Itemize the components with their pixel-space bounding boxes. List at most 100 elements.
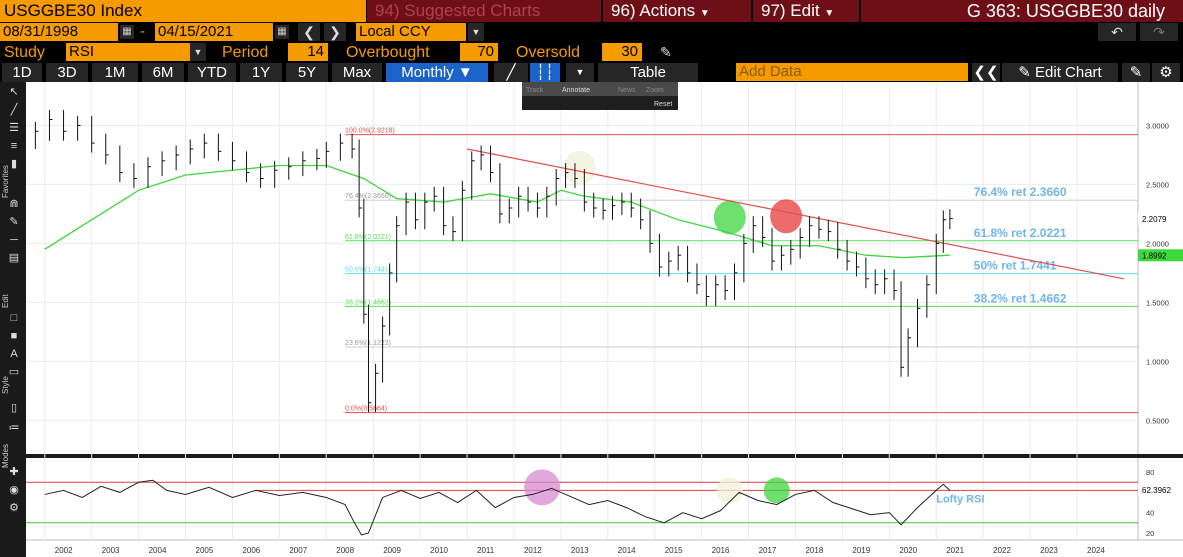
x-tick-label: 2024	[1087, 546, 1105, 555]
x-tick-label: 2008	[336, 546, 354, 555]
calendar-icon[interactable]: ▦	[275, 25, 289, 39]
study-bar: Study RSI ▼ Period 14 Overbought 70 Over…	[0, 43, 1183, 62]
start-date-input[interactable]: 08/31/1998	[0, 23, 118, 41]
currency-dropdown-icon[interactable]: ▼	[468, 23, 484, 41]
style-icon[interactable]: ≔	[8, 422, 20, 434]
series-layer: Lofty RSI	[34, 110, 1125, 536]
horizontal-line-icon[interactable]: ─	[10, 234, 18, 246]
rsi-annotation: Lofty RSI	[936, 494, 984, 506]
rsi-panel	[26, 458, 1183, 540]
track-button[interactable]: Track	[526, 87, 544, 94]
pencil-icon: ✎	[1018, 64, 1031, 81]
rsi-tick-label: 80	[1146, 468, 1154, 477]
x-tick-label: 2004	[149, 546, 167, 555]
edit-menu[interactable]: 97) Edit ▼	[753, 0, 859, 22]
cursor-icon[interactable]: ↖	[9, 86, 19, 98]
modes-label: Modes	[1, 443, 10, 468]
tab-max[interactable]: Max	[332, 63, 382, 82]
end-date-input[interactable]: 04/15/2021	[155, 23, 273, 41]
moving-average-line	[44, 164, 950, 259]
study-select[interactable]: RSI	[66, 43, 192, 61]
collapse-icon[interactable]: ❮❮	[972, 63, 1000, 82]
edit-chart-label: Edit Chart	[1035, 64, 1102, 81]
style-label: Style	[1, 376, 10, 394]
last-price-tag-bg	[1138, 212, 1183, 225]
rsi-value-tag-bg	[1138, 483, 1183, 496]
currency-select[interactable]: Local CCY	[356, 23, 466, 41]
crosshair-icon[interactable]: ✚	[9, 466, 19, 478]
pen-icon[interactable]: ✎	[9, 216, 19, 228]
oversold-label: Oversold	[516, 44, 581, 61]
color-icon[interactable]: ▯	[10, 402, 18, 414]
oversold-input[interactable]: 30	[602, 43, 642, 61]
line-tool-icon[interactable]: ╱	[10, 104, 18, 116]
tab-ytd[interactable]: YTD	[188, 63, 236, 82]
chart-canvas[interactable]: 100.0%(2.9218) 76.4%(2.3660) 61.8%(2.0221)…	[26, 82, 1183, 557]
table-button[interactable]: Table	[598, 63, 698, 82]
tab-3d[interactable]: 3D	[46, 63, 88, 82]
ruler-icon[interactable]: ▤	[8, 252, 20, 264]
favorites-label: Favorites	[1, 165, 10, 198]
color-palette-icon[interactable]: ◉	[9, 484, 19, 496]
undo-icon[interactable]: ↶	[1098, 23, 1136, 41]
reset-button[interactable]: Reset	[654, 101, 672, 108]
channel-tool-icon[interactable]: ☰	[9, 122, 19, 134]
fib-level-label: 0.0%(0.5664)	[345, 406, 387, 413]
price-tick-label: 2.5000	[1146, 180, 1169, 189]
edit-chart-button[interactable]: ✎ Edit Chart	[1002, 63, 1118, 82]
x-tick-label: 2005	[196, 546, 214, 555]
chart-type-dropdown-icon[interactable]: ▼	[566, 63, 594, 82]
edit-label: 97) Edit	[761, 1, 820, 20]
pitchfork-icon[interactable]: ⋒	[9, 198, 19, 210]
annotate-button[interactable]: Annotate	[562, 87, 590, 94]
x-tick-label: 2020	[899, 546, 917, 555]
fib-annotation: 61.8% ret 2.0221	[974, 226, 1067, 240]
price-axis-panel	[1138, 82, 1183, 454]
x-tick-label: 2017	[759, 546, 777, 555]
suggested-charts-menu[interactable]: 94) Suggested Charts	[367, 0, 601, 22]
tab-1d[interactable]: 1D	[2, 63, 42, 82]
note-icon[interactable]: ▭	[8, 366, 20, 378]
tab-1m[interactable]: 1M	[92, 63, 138, 82]
fib-level-label: 38.2%(1.4662)	[345, 299, 391, 306]
actions-menu[interactable]: 96) Actions ▼	[603, 0, 751, 22]
x-tick-label: 2006	[242, 546, 260, 555]
x-tick-label: 2012	[524, 546, 542, 555]
calendar-icon[interactable]: ▦	[120, 25, 134, 39]
tab-5y[interactable]: 5Y	[286, 63, 328, 82]
price-tick-label: 0.5000	[1146, 416, 1169, 425]
news-button[interactable]: News	[618, 87, 636, 94]
prev-arrow-icon[interactable]: ❮	[298, 23, 320, 41]
annotate-icon[interactable]: ✎	[1122, 63, 1150, 82]
dropdown-arrow-icon: ▼	[699, 8, 710, 19]
overbought-input[interactable]: 70	[460, 43, 498, 61]
add-data-input[interactable]: Add Data	[736, 63, 968, 81]
rsi-highlight-circle	[763, 477, 790, 504]
x-tick-label: 2007	[289, 546, 307, 555]
study-dropdown-icon[interactable]: ▼	[190, 43, 206, 61]
trash-icon[interactable]: ■	[10, 330, 18, 342]
ma-value-tag-bg	[1138, 249, 1183, 262]
zoom-button[interactable]: Zoom	[646, 87, 664, 94]
fib-annotation: 38.2% ret 1.4662	[974, 291, 1067, 305]
grid-layer	[26, 82, 1138, 540]
bar-chart-icon[interactable]: ┆┆	[530, 63, 560, 82]
tab-1y[interactable]: 1Y	[240, 63, 282, 82]
fib-tool-icon[interactable]: ≡	[10, 140, 18, 152]
ticker-field[interactable]: USGGBE30 Index	[0, 0, 366, 22]
next-arrow-icon[interactable]: ❯	[324, 23, 346, 41]
settings-icon[interactable]: ⚙	[9, 502, 19, 514]
rsi-value-tag: 62.3962	[1142, 486, 1171, 495]
rectangle-tool-icon[interactable]: □	[10, 312, 18, 324]
bar-tool-icon[interactable]: ▮	[10, 158, 18, 170]
rsi-highlight-circle	[524, 469, 561, 506]
pencil-icon[interactable]: ✎	[660, 44, 672, 60]
frequency-select[interactable]: Monthly ▼	[386, 63, 488, 82]
gear-icon[interactable]: ⚙	[1152, 63, 1180, 82]
line-chart-icon[interactable]: ╱	[494, 63, 528, 82]
fib-annotation: 50% ret 1.7441	[974, 259, 1057, 273]
redo-icon[interactable]: ↷	[1140, 23, 1178, 41]
tab-6m[interactable]: 6M	[142, 63, 184, 82]
text-tool-icon[interactable]: A	[10, 348, 18, 360]
period-input[interactable]: 14	[288, 43, 328, 61]
